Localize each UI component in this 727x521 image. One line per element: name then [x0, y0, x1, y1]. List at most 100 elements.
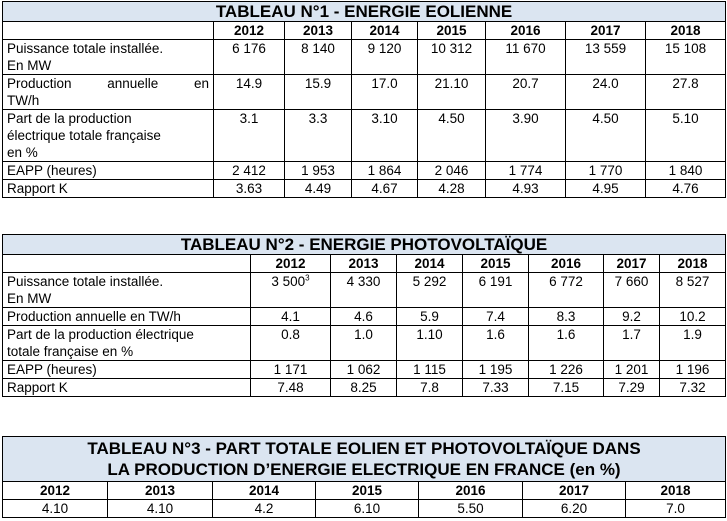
table2-year: 2018: [658, 254, 727, 273]
table3-year: 2016: [418, 481, 523, 500]
table3-year: 2015: [315, 481, 419, 500]
footnote-mark: 3: [305, 273, 310, 283]
table-cell: 4.28: [417, 179, 486, 198]
row-label: Production annuelle en TW/h: [2, 74, 214, 110]
table-cell: 3.3: [284, 109, 352, 162]
table-cell: 4.95: [565, 179, 646, 198]
table-cell: 1 953: [284, 161, 352, 180]
row-label: Part de la production électrique totale f…: [2, 325, 251, 361]
table-cell: 6 191: [462, 272, 529, 308]
table-cell: 1 115: [396, 360, 463, 379]
table-row: 4.10 4.10 4.2 6.10 5.50 6.20 7.0: [2, 499, 727, 518]
table-cell: 4.10: [2, 499, 108, 518]
row-label: Production annuelle en TW/h: [2, 307, 251, 326]
table1-year: 2014: [351, 21, 418, 40]
table-cell: 3.1: [213, 109, 285, 162]
table-cell: 5.9: [396, 307, 463, 326]
table-cell: 7.48: [250, 378, 331, 397]
table-cell: 6 772: [528, 272, 604, 308]
table2-year: 2013: [330, 254, 397, 273]
table-cell: 6.10: [315, 499, 419, 518]
table1-year: 2015: [417, 21, 486, 40]
table-cell: 9.2: [603, 307, 660, 326]
table-cell: 2 046: [417, 161, 486, 180]
table-cell: 3 5003: [250, 272, 331, 308]
table3-year: 2017: [522, 481, 626, 500]
table-cell: 4.6: [330, 307, 397, 326]
row-label: Puissance totale installée. En MW: [2, 272, 251, 308]
table1-corner: [2, 21, 214, 40]
table-cell: 4.2: [212, 499, 316, 518]
table-cell: 13 559: [565, 39, 646, 75]
table-cell: 6 176: [213, 39, 285, 75]
table-cell: 5 292: [396, 272, 463, 308]
table-cell: 1.0: [330, 325, 397, 361]
table-cell: 1 062: [330, 360, 397, 379]
table-cell: 3.90: [485, 109, 566, 162]
table-cell: 5.10: [644, 109, 727, 162]
table-cell: 1.7: [603, 325, 660, 361]
table-cell: 4 330: [330, 272, 397, 308]
table-cell: 0.8: [250, 325, 331, 361]
table-row: Puissance totale installée. En MW 3 5003 …: [2, 272, 727, 308]
table-cell: 17.0: [351, 74, 418, 110]
table-cell: 7.4: [462, 307, 529, 326]
table-cell: 7.33: [462, 378, 529, 397]
table-cell: 4.50: [417, 109, 486, 162]
table-cell: 8.3: [528, 307, 604, 326]
table-cell: 1 770: [565, 161, 646, 180]
row-label: Part de la production électrique totale f…: [2, 109, 214, 162]
table-row: Production annuelle en TW/h 14.9 15.9 17.…: [2, 74, 727, 110]
table1-year: 2017: [565, 21, 646, 40]
table-row: Part de la production électrique totale f…: [2, 109, 727, 162]
table-cell: 3.63: [213, 179, 285, 198]
table2-year: 2015: [462, 254, 529, 273]
table-row: EAPP (heures) 1 171 1 062 1 115 1 195 1 …: [2, 360, 727, 379]
table-energie-photovoltaique: TABLEAU N°2 - ENERGIE PHOTOVOLTAÏQUE 201…: [1, 234, 727, 397]
table-cell: 2 412: [213, 161, 285, 180]
table-row: Rapport K 7.48 8.25 7.8 7.33 7.15 7.29 7…: [2, 378, 727, 397]
table3-year: 2013: [107, 481, 213, 500]
table2-year: 2017: [603, 254, 660, 273]
table-cell: 1.10: [396, 325, 463, 361]
table-row: EAPP (heures) 2 412 1 953 1 864 2 046 1 …: [2, 161, 727, 180]
table-cell: 7.15: [528, 378, 604, 397]
table-cell: 11 670: [485, 39, 566, 75]
row-label: Puissance totale installée. En MW: [2, 39, 214, 75]
table3-title: TABLEAU N°3 - PART TOTALE EOLIEN ET PHOT…: [1, 436, 727, 482]
row-label: Rapport K: [2, 378, 251, 397]
row-label: Rapport K: [2, 179, 214, 198]
table-cell: 15.9: [284, 74, 352, 110]
table-cell: 1.6: [528, 325, 604, 361]
table-row: Rapport K 3.63 4.49 4.67 4.28 4.93 4.95 …: [2, 179, 727, 198]
table3-year: 2018: [624, 481, 727, 500]
table-cell: 1 226: [528, 360, 604, 379]
table-row: Part de la production électrique totale f…: [2, 325, 727, 361]
table1-year: 2016: [485, 21, 566, 40]
table-cell: 9 120: [351, 39, 418, 75]
table1-year: 2012: [213, 21, 285, 40]
table-cell: 4.49: [284, 179, 352, 198]
table-cell: 1 774: [485, 161, 566, 180]
table-cell: 4.67: [351, 179, 418, 198]
table-cell: 7 660: [603, 272, 660, 308]
table2-year: 2012: [250, 254, 331, 273]
table-cell: 4.50: [565, 109, 646, 162]
table2-corner: [2, 254, 251, 273]
table-cell: 4.76: [644, 179, 727, 198]
table-cell: 10 312: [417, 39, 486, 75]
table2-year: 2016: [528, 254, 604, 273]
table-cell: 1.6: [462, 325, 529, 361]
table-cell: 7.29: [603, 378, 660, 397]
table-cell: 4.10: [107, 499, 213, 518]
row-label: EAPP (heures): [2, 161, 214, 180]
table-cell: 1 171: [250, 360, 331, 379]
table1-year: 2013: [284, 21, 352, 40]
table-cell: 24.0: [565, 74, 646, 110]
table-cell: 7.0: [624, 499, 727, 518]
table1-title: TABLEAU N°1 - ENERGIE EOLIENNE: [1, 1, 727, 22]
table-cell: 4.1: [250, 307, 331, 326]
table-cell: 15 108: [644, 39, 727, 75]
table-cell: 14.9: [213, 74, 285, 110]
row-label: EAPP (heures): [2, 360, 251, 379]
